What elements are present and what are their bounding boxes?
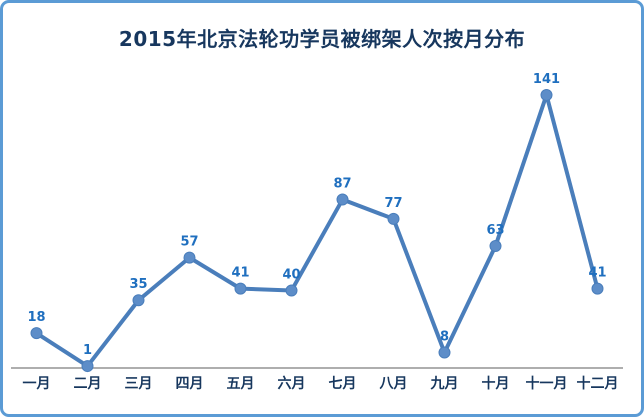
chart-title: 2015年北京法轮功学员被绑架人次按月分布 (118, 27, 526, 51)
x-axis-label-12: 十二月 (577, 375, 619, 392)
data-label-六月: 40 (282, 268, 300, 283)
data-point-八月 (387, 212, 400, 225)
x-axis-label-11: 十一月 (526, 375, 568, 392)
data-label-三月: 35 (129, 277, 147, 292)
x-axis-label-6: 六月 (278, 375, 306, 392)
x-axis-label-10: 十月 (482, 375, 510, 392)
data-point-三月 (132, 294, 145, 307)
data-point-四月 (183, 251, 196, 264)
data-label-八月: 77 (384, 196, 402, 211)
data-point-七月 (336, 193, 349, 206)
x-axis-label-4: 四月 (176, 376, 204, 392)
x-axis-label-8: 八月 (379, 376, 408, 392)
x-axis-label-3: 三月 (125, 376, 153, 392)
data-label-十二月: 41 (588, 266, 606, 281)
data-point-十月 (489, 240, 502, 253)
data-point-一月 (30, 327, 43, 340)
data-point-九月 (438, 346, 451, 359)
data-point-十二月 (591, 282, 604, 295)
x-axis-label-2: 二月 (74, 376, 102, 392)
data-label-四月: 57 (180, 235, 198, 250)
data-label-十月: 63 (486, 223, 504, 238)
x-axis-label-5: 五月 (227, 376, 255, 392)
x-axis-label-1: 一月 (23, 376, 51, 392)
data-point-五月 (234, 282, 247, 295)
x-axis-label-9: 九月 (430, 376, 459, 392)
x-axis-label-7: 七月 (329, 376, 357, 392)
series-line (34, 93, 600, 369)
data-label-十一月: 141 (533, 72, 560, 87)
data-point-二月 (81, 360, 94, 373)
data-label-二月: 1 (83, 343, 92, 358)
data-point-十一月 (540, 89, 553, 101)
data-label-七月: 87 (333, 177, 351, 192)
data-label-五月: 41 (231, 266, 249, 281)
data-label-一月: 18 (27, 310, 45, 325)
data-label-九月: 8 (440, 330, 449, 345)
data-point-六月 (285, 284, 298, 297)
